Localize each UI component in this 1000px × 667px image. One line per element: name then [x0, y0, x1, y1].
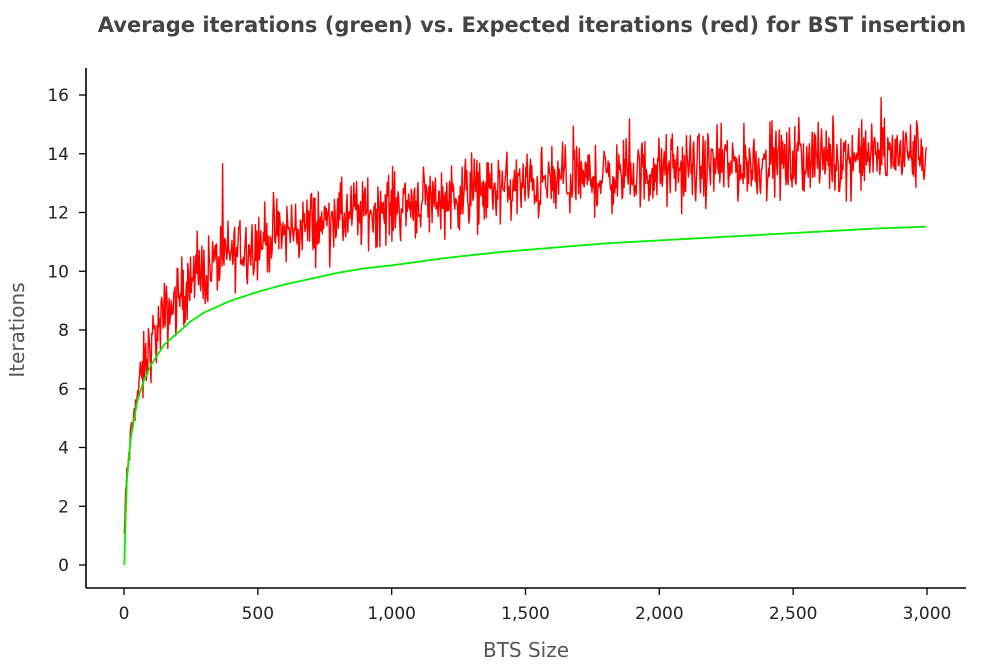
x-tick-label: 2,000 — [635, 604, 684, 624]
series-line-1 — [123, 225, 926, 566]
x-tick-label: 1,000 — [367, 604, 416, 624]
chart-title: Average iterations (green) vs. Expected … — [98, 13, 966, 37]
x-tick-label: 500 — [242, 604, 274, 624]
x-tick-label: 0 — [119, 604, 130, 624]
series-line-0 — [123, 97, 928, 535]
x-axis-label: BTS Size — [483, 638, 569, 662]
y-axis-ticks: 0 2 4 6 8 10 12 14 16 — [47, 86, 86, 576]
y-tick-label: 10 — [47, 262, 69, 282]
series-layer — [123, 97, 928, 566]
y-axis-label: Iterations — [5, 282, 29, 377]
x-tick-label: 2,500 — [769, 604, 818, 624]
y-tick-label: 12 — [47, 204, 69, 224]
x-axis-ticks: 0 500 1,000 1,500 2,000 2,500 3,000 — [119, 588, 952, 624]
y-tick-label: 16 — [47, 86, 69, 106]
x-tick-label: 1,500 — [501, 604, 550, 624]
y-tick-label: 8 — [58, 321, 69, 341]
y-tick-label: 14 — [47, 145, 69, 165]
y-tick-label: 0 — [58, 556, 69, 576]
y-tick-label: 4 — [58, 439, 69, 459]
x-tick-label: 3,000 — [903, 604, 952, 624]
y-tick-label: 2 — [58, 497, 69, 517]
y-tick-label: 6 — [58, 380, 69, 400]
